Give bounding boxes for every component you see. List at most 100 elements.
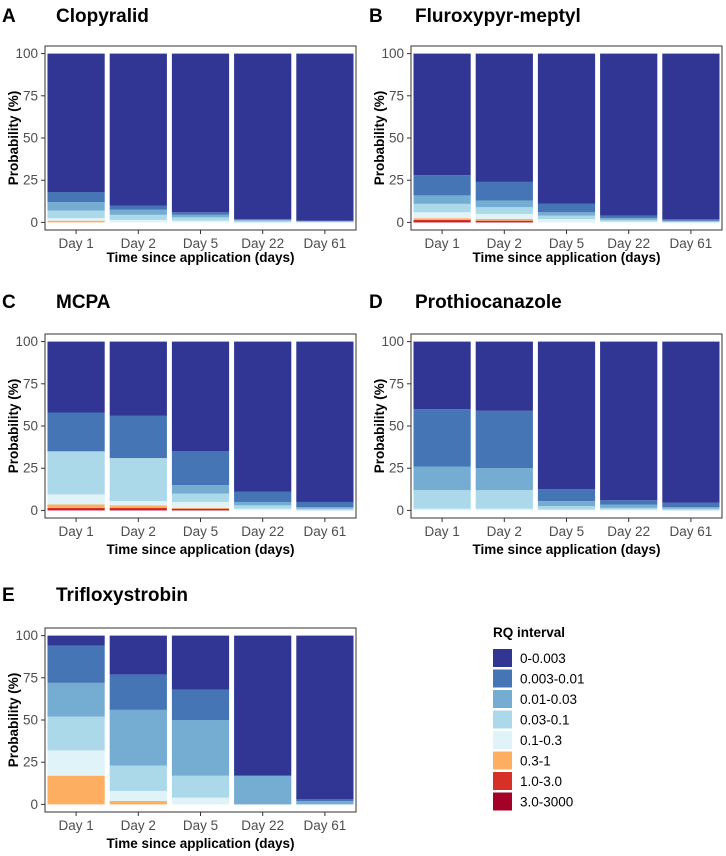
bar-segment-0-003-0-01	[537, 203, 596, 213]
legend-label: 0.1-0.3	[520, 733, 562, 748]
y-tick-label: 50	[23, 419, 38, 434]
x-tick-label: Day 61	[304, 236, 347, 251]
bar-segment-0-03-0-1	[475, 207, 533, 214]
bar-day-61	[296, 53, 354, 223]
bar-segment-0-003-0-01	[171, 451, 230, 486]
bar-day-2	[109, 53, 167, 223]
x-tick-label: Day 61	[304, 818, 347, 833]
legend: RQ interval 0-0.003 0.003-0.01 0.01-0.03 0.…	[493, 625, 585, 811]
bar-segment-0-03-0-1	[296, 508, 354, 511]
bar-segment-0-003-0-01	[662, 502, 720, 508]
plot-border	[44, 45, 357, 231]
bar-segment-0-01-0-03	[47, 202, 105, 211]
y-tick-label: 100	[15, 46, 38, 61]
legend-entry-3-0-3000: 3.0-3000	[493, 792, 573, 811]
legend-swatch	[493, 710, 512, 729]
y-tick-label: 25	[23, 173, 38, 188]
legend-entry-1-0-3-0: 1.0-3.0	[493, 772, 562, 790]
bar-segment-0-03-0-1	[47, 451, 105, 495]
bar-segment-0-003-0-01	[413, 409, 471, 467]
legend-swatch	[493, 772, 512, 790]
legend-swatch	[493, 669, 512, 688]
bar-segment-3-0-3000	[475, 221, 533, 223]
bar-segment-0-03-0-1	[109, 765, 167, 791]
x-axis-title: Time since application (days)	[472, 542, 660, 557]
bar-segment-3-0-3000	[171, 509, 230, 511]
bar-segment-0-1-0-3	[171, 501, 230, 508]
bar-day-1	[413, 341, 471, 511]
bar-segment-1-0-3-0	[109, 507, 167, 510]
legend-swatch	[493, 690, 512, 708]
y-tick-label: 100	[381, 334, 404, 349]
bar-day-22	[600, 341, 658, 511]
bar-segment-0-03-0-1	[109, 458, 167, 502]
y-tick-label: 75	[389, 376, 404, 391]
bar-segment-0-003-0-01	[47, 645, 105, 683]
bar-segment-0-0-003	[537, 341, 596, 490]
bar-day-61	[662, 341, 720, 511]
bar-segment-3-0-3000	[47, 509, 105, 511]
bar-segment-0-01-0-03	[234, 501, 292, 506]
bar-segment-1-0-3-0	[413, 219, 471, 222]
x-tick-label: Day 1	[424, 524, 459, 539]
bar-day-5	[171, 341, 230, 511]
bar-segment-0-01-0-03	[600, 504, 658, 508]
x-tick-label: Day 5	[183, 236, 218, 251]
x-tick-label: Day 5	[183, 524, 218, 539]
bar-segment-0-1-0-3	[47, 750, 105, 776]
y-tick-label: 100	[15, 628, 38, 643]
x-tick-label: Day 22	[241, 524, 284, 539]
legend-entry-0-003-0-01: 0.003-0.01	[493, 669, 585, 688]
panels: A Clopyralid 0 25 50 75 100 Day 1 Day 2 Day 5 Day …	[2, 6, 723, 851]
panel-letter: B	[369, 6, 383, 27]
bar-segment-0-0-003	[171, 53, 230, 213]
bar-segment-0-01-0-03	[662, 507, 720, 509]
legend-label: 0-0.003	[520, 651, 566, 666]
bar-segment-0-1-0-3	[537, 219, 596, 223]
bar-day-61	[662, 53, 720, 223]
bar-segment-0-03-0-1	[171, 775, 230, 798]
legend-swatch	[493, 649, 512, 667]
bar-segment-0-003-0-01	[47, 192, 105, 203]
x-axis-title: Time since application (days)	[106, 542, 294, 557]
bar-segment-0-03-0-1	[413, 490, 471, 509]
bar-segment-0-0-003	[475, 341, 533, 411]
bar-day-2	[109, 635, 167, 805]
bar-segment-0-03-0-1	[234, 505, 292, 509]
bar-segment-0-3-1	[47, 220, 105, 223]
bar-day-2	[109, 341, 167, 511]
bar-segment-0-01-0-03	[171, 214, 230, 218]
bar-day-1	[47, 635, 105, 805]
legend-label: 3.0-3000	[520, 795, 573, 810]
bar-segment-0-0-003	[475, 53, 533, 182]
bar-day-2	[475, 341, 533, 511]
bar-segment-0-003-0-01	[47, 412, 105, 452]
x-axis-title: Time since application (days)	[106, 836, 294, 851]
bar-segment-0-1-0-3	[413, 212, 471, 219]
y-tick-label: 100	[381, 46, 404, 61]
bar-segment-0-003-0-01	[475, 181, 533, 201]
legend-swatch	[493, 792, 512, 811]
legend-label: 0.3-1	[520, 754, 551, 769]
bar-day-5	[171, 635, 230, 805]
bar-segment-0-1-0-3	[475, 508, 533, 511]
x-tick-label: Day 2	[121, 818, 156, 833]
bar-segment-0-01-0-03	[109, 209, 167, 215]
bar-segment-0-0-003	[234, 635, 292, 776]
y-tick-label: 50	[23, 131, 38, 146]
bar-segment-0-0-003	[413, 341, 471, 410]
bar-segment-0-01-0-03	[296, 221, 354, 222]
bar-segment-0-03-0-1	[662, 508, 720, 511]
legend-swatch	[493, 731, 512, 749]
bar-segment-0-0-003	[537, 53, 596, 204]
bar-day-22	[234, 53, 292, 223]
bar-segment-0-01-0-03	[171, 720, 230, 776]
x-tick-label: Day 22	[241, 818, 284, 833]
bar-segment-0-03-0-1	[600, 507, 658, 510]
bar-segment-0-01-0-03	[475, 200, 533, 208]
bar-segment-0-0-003	[171, 341, 230, 452]
bar-segment-0-03-0-1	[475, 490, 533, 509]
y-axis-title: Probability (%)	[6, 673, 21, 768]
x-tick-label: Day 1	[58, 236, 93, 251]
